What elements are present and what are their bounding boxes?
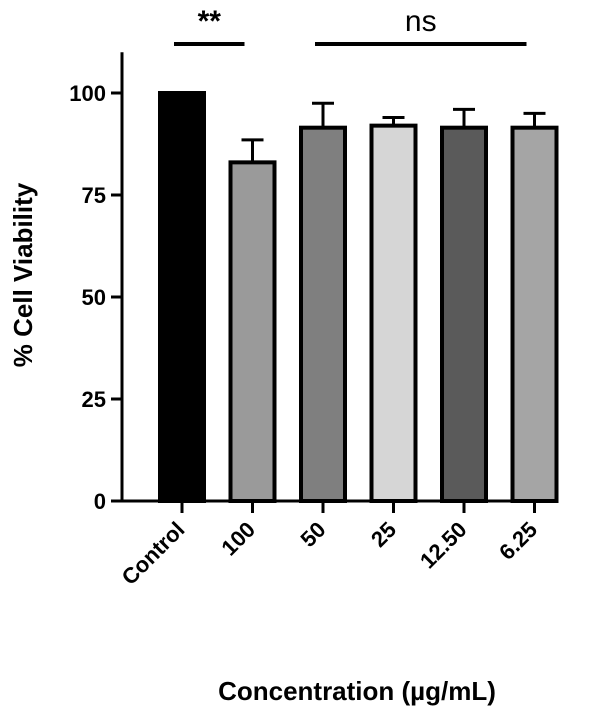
x-tick-label: 12.50 bbox=[415, 517, 472, 574]
x-tick-label: 6.25 bbox=[494, 517, 542, 565]
y-tick-label: 100 bbox=[69, 81, 106, 106]
y-tick-label: 25 bbox=[82, 387, 106, 412]
y-tick-label: 0 bbox=[94, 489, 106, 514]
bar bbox=[158, 91, 206, 503]
bar bbox=[228, 160, 277, 504]
x-tick-label: 100 bbox=[216, 517, 260, 561]
plot-area: 0 25 50 75 100 Control 100 50 25 12.50 6.25 ** ns bbox=[69, 5, 559, 590]
x-tick-label: Control bbox=[117, 517, 190, 590]
bar bbox=[299, 125, 347, 504]
y-axis-title: % Cell Viability bbox=[8, 182, 38, 367]
bar bbox=[369, 123, 418, 503]
y-tick-label: 50 bbox=[82, 285, 106, 310]
significance-label: ** bbox=[198, 5, 222, 38]
bar bbox=[510, 125, 559, 504]
x-axis-title: Concentration (µg/mL) bbox=[218, 676, 496, 706]
bar bbox=[440, 125, 488, 504]
significance-label: ns bbox=[405, 5, 437, 38]
x-tick-label: 50 bbox=[296, 517, 331, 552]
x-tick-label: 25 bbox=[366, 517, 401, 552]
y-tick-label: 75 bbox=[82, 183, 106, 208]
